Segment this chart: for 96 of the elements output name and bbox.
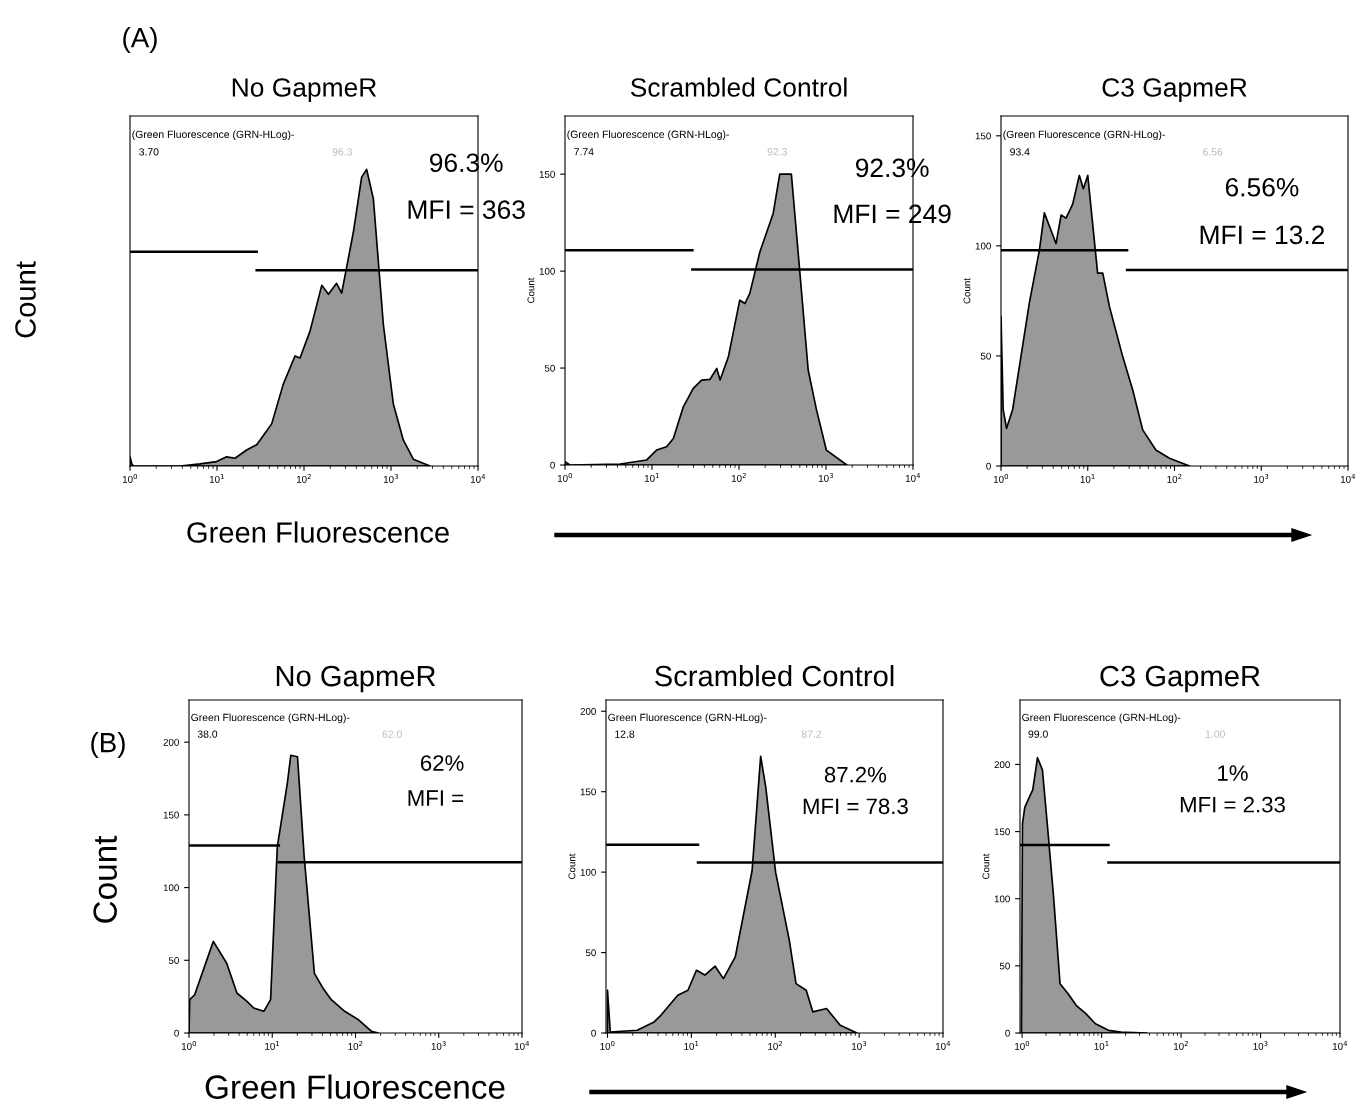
text: 96.3 (332, 148, 352, 156)
x-tick-label: 10$^{4}$ (1340, 474, 1356, 483)
annotation: (Green Fluorescence (GRN-HLog)- (567, 130, 729, 141)
annotation: 62% (420, 755, 464, 771)
annotation: 7.74 (574, 148, 594, 156)
x-tick-label: 10$^{0}$ (122, 473, 138, 483)
x-tick-label: 10$^{2}$ (768, 1040, 783, 1050)
chart-title: Scrambled Control (630, 77, 847, 97)
y-tick-label: 100 (994, 895, 1010, 903)
chart-title: No GapmeR (276, 665, 436, 693)
x-tick-label: 10$^{0}$ (181, 1040, 197, 1050)
y-tick-label: 200 (163, 738, 179, 746)
x-tick-label: 10$^{0}$ (1015, 1040, 1030, 1050)
x-tick-label: 10$^{3}$ (431, 1040, 446, 1050)
x-tick-label: 10$^{2}$ (296, 473, 311, 483)
text: (B) (91, 732, 125, 758)
x-tick-label: 10$^{3}$ (818, 472, 833, 482)
y-tick-label: 50 (980, 352, 991, 360)
annotation: (Green Fluorescence (GRN-HLog)- (1003, 130, 1165, 141)
x-tick-label: 10$^{3}$ (383, 473, 398, 483)
x-tick-label: 10$^{2}$ (348, 1040, 363, 1050)
y-tick-label: 0 (986, 462, 991, 470)
annotation: 92.3 (767, 148, 787, 156)
x-tick-label: 10$^{4}$ (905, 473, 921, 482)
chart-title: No GapmeR (232, 78, 377, 103)
annotation: 87.2 (801, 730, 822, 738)
annotation: 99.0 (1028, 730, 1048, 738)
y-axis-title: Count (15, 261, 36, 338)
y-tick-label: 50 (544, 364, 555, 372)
x-tick-label: 10$^{2}$ (731, 472, 746, 482)
text: 3.70 (139, 148, 159, 156)
annotation: 38.0 (197, 730, 218, 738)
annotation: MFI = 13.2 (1200, 225, 1325, 245)
x-tick-label: 10$^{3}$ (1254, 473, 1269, 483)
x-tick-label: 10$^{0}$ (557, 472, 573, 482)
annotation: Green Fluorescence (GRN-HLog)- (1022, 713, 1181, 724)
y-axis-title: Count (963, 278, 971, 304)
x-tick-label: 10$^{1}$ (209, 474, 224, 483)
annotation: 1.00 (1205, 730, 1225, 738)
x-tick-label: 10$^{1}$ (1094, 1041, 1109, 1050)
x-tick-label: 10$^{1}$ (1080, 474, 1095, 483)
y-tick-label: 0 (591, 1029, 596, 1037)
y-tick-label: 200 (994, 761, 1010, 769)
y-tick-label: 100 (163, 884, 179, 892)
text: (A) (123, 27, 157, 53)
annotation: 1% (1218, 765, 1248, 781)
annotation: Green Fluorescence (GRN-HLog)- (191, 713, 350, 724)
annotation: 6.56% (1225, 177, 1299, 197)
x-tick-label: 10$^{3}$ (852, 1040, 867, 1050)
x-axis-title: Green Fluorescence (187, 521, 449, 543)
annotation: 6.56 (1203, 148, 1223, 156)
y-tick-label: 50 (999, 962, 1010, 970)
annotation: 87.2% (824, 766, 887, 783)
y-tick-label: 150 (163, 811, 179, 819)
y-tick-label: 50 (168, 957, 179, 964)
x-tick-label: 10$^{4}$ (514, 1041, 530, 1050)
y-axis-title: Count (527, 277, 535, 303)
y-tick-label: 100 (580, 868, 596, 876)
text: (Green Fluorescence (GRN-HLog)- (132, 130, 294, 141)
y-tick-label: 150 (539, 170, 555, 178)
x-tick-label: 10$^{2}$ (1167, 473, 1182, 483)
y-tick-label: 150 (580, 788, 596, 796)
y-tick-label: 0 (174, 1029, 179, 1037)
x-tick-label: 10$^{1}$ (644, 473, 659, 482)
x-tick-label: 10$^{0}$ (600, 1040, 615, 1050)
y-axis-title: Count (982, 853, 990, 879)
y-tick-label: 0 (1005, 1029, 1010, 1037)
chart-title: C3 GapmeR (1100, 665, 1260, 693)
y-tick-label: 50 (585, 949, 596, 957)
x-tick-label: 10$^{1}$ (684, 1041, 699, 1050)
y-tick-label: 0 (550, 461, 555, 469)
x-axis-title: Green Fluorescence (205, 1074, 505, 1099)
annotation: 12.8 (615, 730, 635, 738)
chart-title: C3 GapmeR (1102, 78, 1247, 103)
y-tick-label: 200 (580, 707, 596, 715)
annotation: MFI = 2.33 (1180, 796, 1285, 813)
annotation: Green Fluorescence (GRN-HLog)- (608, 713, 767, 724)
annotation: MFI = (408, 790, 464, 806)
y-axis-title: Count (568, 853, 576, 879)
x-tick-label: 10$^{3}$ (1253, 1040, 1268, 1050)
y-tick-label: 100 (975, 242, 991, 250)
x-tick-label: 10$^{1}$ (265, 1041, 280, 1050)
annotation: MFI = 78.3 (803, 798, 908, 815)
annotation: 62.0 (382, 730, 402, 738)
chart-title: Scrambled Control (655, 664, 894, 687)
y-tick-label: 150 (975, 132, 991, 140)
y-tick-label: 100 (539, 267, 555, 275)
x-tick-label: 10$^{4}$ (470, 474, 486, 483)
x-tick-label: 10$^{4}$ (1332, 1041, 1348, 1050)
x-tick-label: 10$^{0}$ (993, 473, 1009, 483)
y-tick-label: 150 (994, 828, 1010, 836)
y-axis-title: Count (93, 835, 117, 923)
annotation: 93.4 (1010, 148, 1030, 156)
x-tick-label: 10$^{2}$ (1174, 1040, 1188, 1050)
x-tick-label: 10$^{4}$ (935, 1041, 951, 1050)
annotation: MFI = 363 (408, 200, 525, 219)
